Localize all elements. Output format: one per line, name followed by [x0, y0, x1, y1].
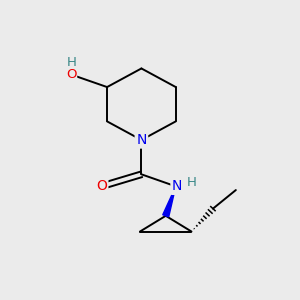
Polygon shape: [163, 186, 176, 217]
Text: H: H: [187, 176, 196, 189]
Text: O: O: [66, 68, 76, 81]
Text: N: N: [172, 179, 182, 193]
Text: N: N: [136, 133, 147, 147]
Text: H: H: [66, 56, 76, 69]
Text: O: O: [96, 179, 107, 193]
